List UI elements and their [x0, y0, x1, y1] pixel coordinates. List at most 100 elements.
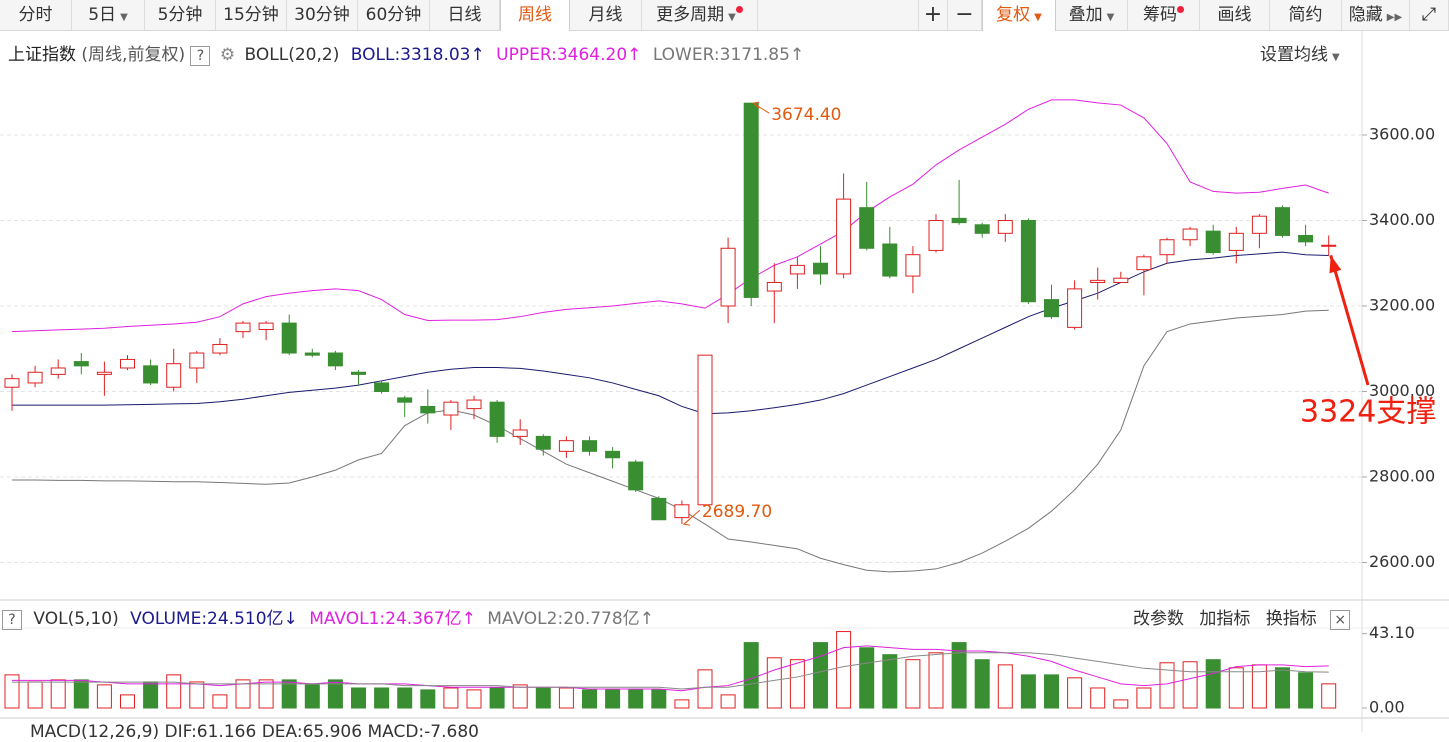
tab[interactable]: 筹码	[1128, 0, 1200, 30]
volume-bar	[489, 687, 505, 709]
candle-body	[258, 322, 274, 331]
candle-body	[166, 363, 182, 388]
callout-arrowhead	[1329, 255, 1342, 274]
candle-body	[96, 371, 112, 375]
fullscreen[interactable]: ⤢	[1410, 0, 1449, 30]
volume-bar	[50, 679, 66, 709]
tab[interactable]: 更多周期 ▼	[642, 0, 758, 30]
tab[interactable]: 隐藏 ▶▶	[1342, 0, 1410, 30]
tab-label: 日线	[447, 5, 482, 25]
button[interactable]: 换指标	[1265, 609, 1317, 629]
settings[interactable]: 设置均线 ▼	[1260, 45, 1340, 65]
band-line	[12, 251, 1329, 415]
button[interactable]: 改参数	[1133, 609, 1184, 629]
tab[interactable]: 月线	[570, 0, 642, 30]
tab[interactable]: 60分钟	[358, 0, 430, 30]
zoom-in[interactable]: +	[918, 0, 948, 30]
candle-body	[143, 365, 159, 384]
candle-body	[27, 371, 43, 384]
tab-label: 月线	[588, 5, 623, 25]
tab[interactable]: 叠加 ▼	[1056, 0, 1128, 30]
volume-bar	[1321, 683, 1337, 709]
volume-bar	[558, 687, 574, 709]
volume-bar	[1090, 687, 1106, 709]
candle-body	[50, 367, 66, 375]
tab[interactable]: 5日 ▼	[72, 0, 145, 30]
candle-body	[512, 429, 528, 437]
y-tick-label: 43.10	[1369, 623, 1415, 642]
candle-body	[605, 450, 621, 459]
tab[interactable]: 画线	[1200, 0, 1270, 30]
volume-bar	[1067, 677, 1083, 709]
volume-bar	[212, 694, 228, 709]
tab[interactable]: 15分钟	[216, 0, 287, 30]
tab-selected[interactable]: 复权 ▼	[982, 0, 1056, 31]
volume-bar	[397, 687, 413, 709]
candle-body	[235, 322, 251, 333]
candle-body	[1020, 219, 1036, 303]
candle-body	[697, 354, 713, 506]
volume-bar	[1113, 699, 1129, 709]
volume-bar	[166, 674, 182, 709]
candle-body	[1275, 207, 1290, 236]
candle-body	[1251, 215, 1267, 234]
tab-label: 复权	[996, 5, 1031, 25]
candle-body	[674, 504, 690, 519]
zoom-out[interactable]: −	[948, 0, 982, 30]
volume-bar	[73, 679, 89, 709]
volume-bar	[859, 647, 875, 709]
indicator: BOLL(20,2)	[244, 45, 340, 65]
candle-body	[905, 254, 921, 277]
tab[interactable]: 简约	[1270, 0, 1342, 30]
y-tick-label: 3000.00	[1369, 381, 1435, 400]
y-tick-label: 0.00	[1369, 698, 1405, 717]
volume-bar	[1275, 667, 1290, 709]
candle-body	[189, 352, 205, 369]
gear-icon[interactable]: ⚙	[219, 45, 236, 65]
toolbar: 分时 5日 ▼ 5分钟 15分钟 30分钟 60分钟 日线 周线 月线 更多周期 ▼…	[0, 0, 1449, 31]
candle-body	[558, 440, 574, 452]
annotation-label: 3674.40	[771, 105, 841, 125]
tab-label: 60分钟	[365, 5, 422, 25]
volume-bar	[443, 687, 459, 709]
candle-body	[535, 435, 551, 450]
annotation-arrowhead	[682, 518, 691, 526]
candle-body	[212, 343, 228, 354]
candle-body	[281, 322, 297, 354]
tab-label: 叠加	[1068, 5, 1103, 25]
boll-value: BOLL:3318.03	[350, 45, 471, 65]
help[interactable]: ?	[190, 46, 211, 66]
button[interactable]: 加指标	[1199, 609, 1251, 629]
volume-bar	[697, 669, 713, 709]
tab-label: 隐藏	[1348, 5, 1383, 25]
volume-bar	[651, 689, 667, 709]
volume-bar	[466, 689, 482, 709]
tab[interactable]: 30分钟	[287, 0, 358, 30]
volume-bar	[189, 681, 205, 709]
candle-body	[1159, 239, 1175, 256]
volume-bar	[928, 652, 944, 709]
settings-label: 设置均线	[1260, 45, 1328, 65]
tab-label: 更多周期	[656, 5, 725, 25]
candle-body	[1136, 256, 1152, 271]
volume-bar	[951, 642, 967, 709]
close[interactable]: ×	[1330, 610, 1351, 630]
candle-body	[489, 401, 505, 437]
tab[interactable]: 日线	[430, 0, 500, 30]
help[interactable]: ?	[2, 610, 22, 630]
volume-bar	[1298, 672, 1314, 709]
candle-body	[836, 198, 852, 275]
volume-bar	[628, 689, 644, 709]
volume-bar	[374, 687, 390, 709]
tab-label: 30分钟	[294, 5, 350, 25]
candle-body	[628, 461, 644, 491]
callout-text: 3324支撑	[1300, 395, 1436, 430]
candle-body	[1067, 288, 1083, 328]
tab-selected[interactable]: 周线	[500, 0, 570, 31]
volume-bar	[720, 694, 736, 709]
tab[interactable]: 分时	[0, 0, 72, 30]
tab-label: 筹码	[1143, 5, 1177, 25]
tab[interactable]: 5分钟	[145, 0, 216, 30]
volume-bar	[327, 679, 343, 709]
